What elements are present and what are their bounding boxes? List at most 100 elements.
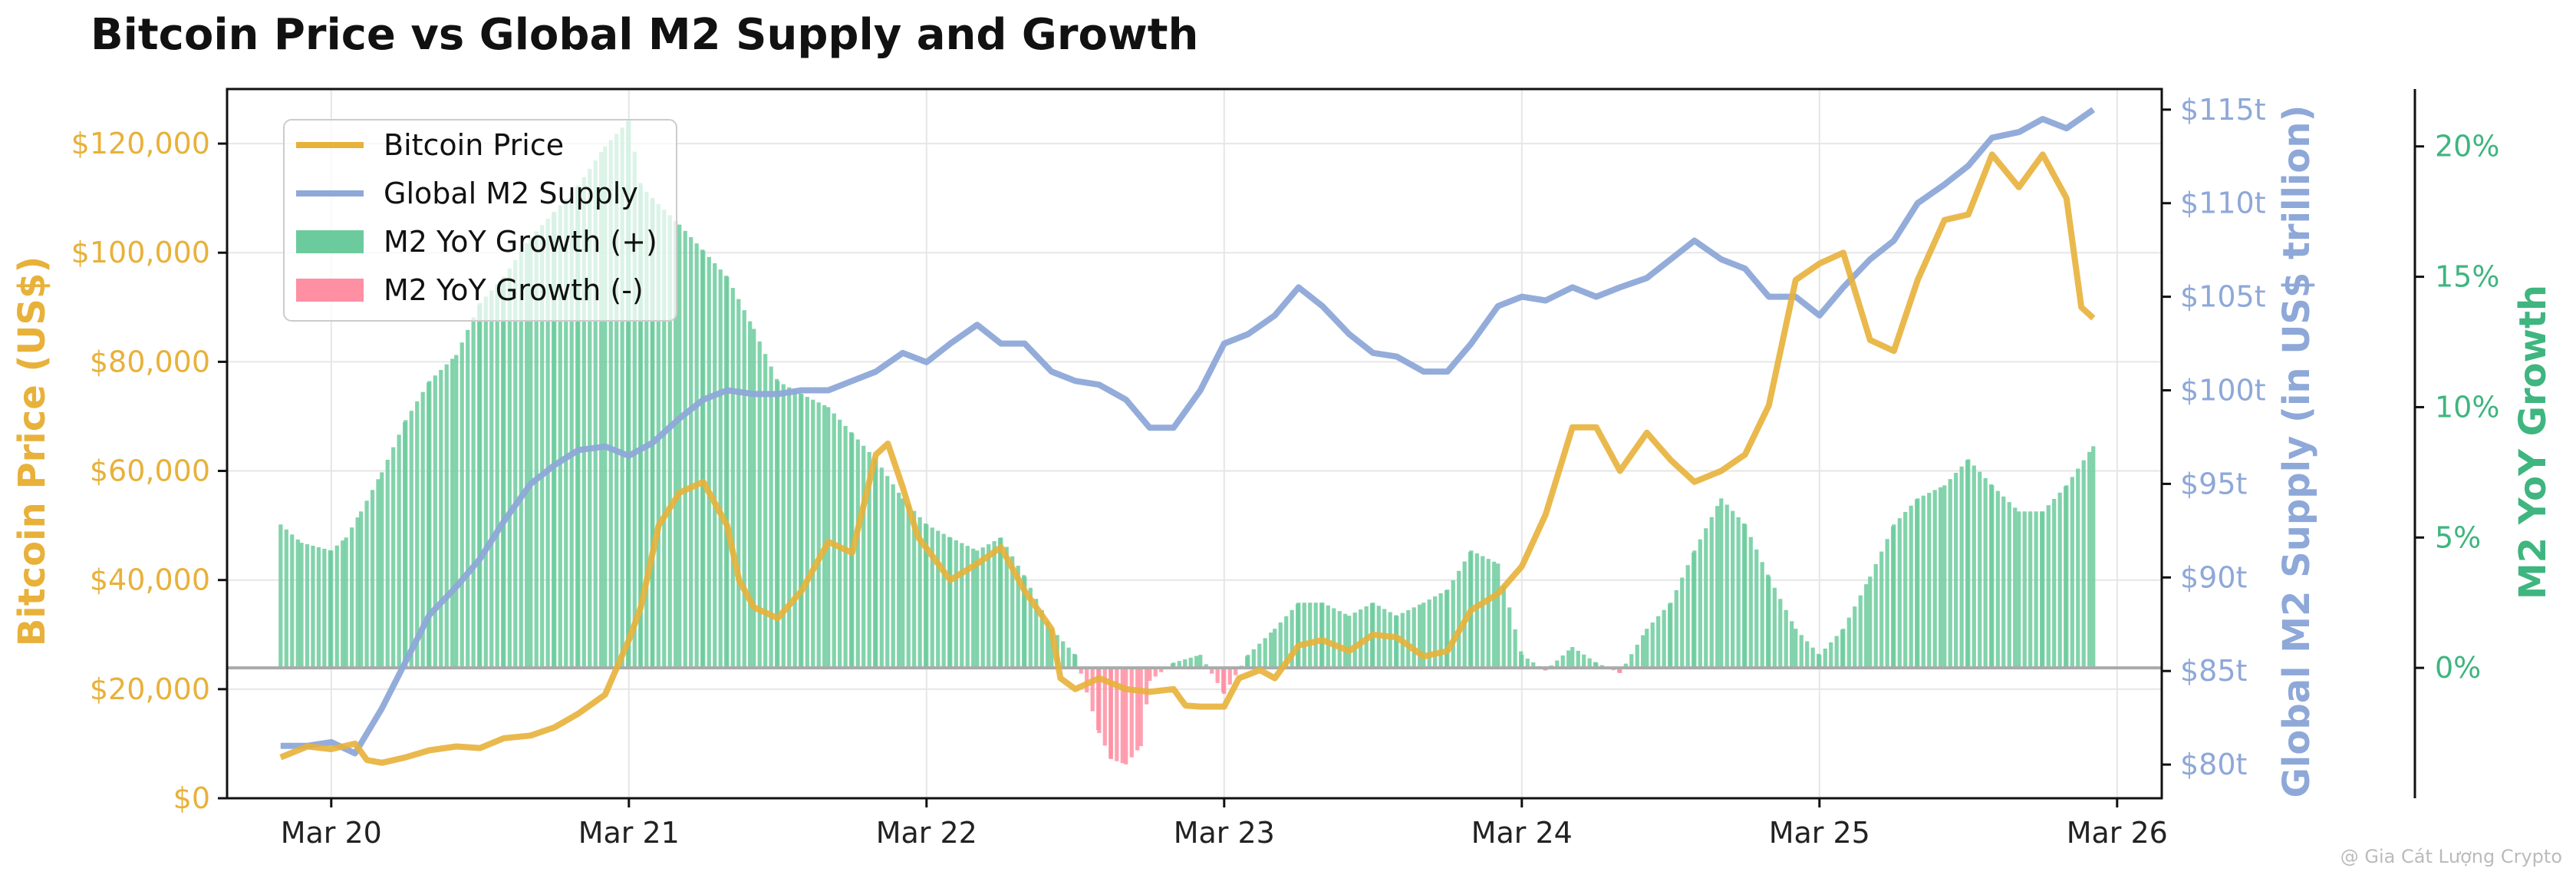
growth-bar: [1273, 629, 1277, 669]
growth-bar: [1983, 477, 1988, 669]
growth-bar: [960, 543, 964, 669]
growth-bar: [1748, 537, 1753, 669]
growth-bar: [1129, 668, 1134, 758]
growth-bar: [936, 530, 940, 669]
legend-m2-label: Global M2 Supply: [384, 177, 638, 210]
growth-bar: [1433, 596, 1438, 669]
growth-bar: [917, 517, 922, 669]
growth-bar: [391, 447, 396, 669]
growth-bar: [832, 413, 836, 669]
growth-bar: [1061, 641, 1066, 669]
growth-bar: [1954, 473, 1958, 669]
growth-bar: [1462, 561, 1467, 669]
x-tick-label: Mar 23: [1174, 816, 1275, 850]
growth-bar: [599, 152, 604, 669]
x-tick-label: Mar 21: [578, 816, 680, 850]
growth-bar: [748, 321, 753, 669]
y-tick-label-right: $105t: [2180, 280, 2266, 314]
growth-bar: [1948, 479, 1952, 669]
growth-bar: [1794, 629, 1798, 669]
y-axis-right2: 0% 5% 10% 15% 20%: [2415, 130, 2499, 685]
growth-bar: [1332, 608, 1336, 669]
growth-bar: [1359, 609, 1363, 669]
growth-bar: [569, 193, 574, 669]
growth-bar: [2017, 511, 2021, 669]
growth-bar: [1079, 668, 1083, 674]
growth-bar: [1817, 655, 1822, 669]
growth-bar: [1115, 668, 1119, 761]
growth-bar: [2091, 446, 2096, 669]
growth-bar: [736, 299, 741, 669]
growth-bar: [1269, 632, 1273, 669]
growth-bar: [284, 529, 288, 669]
growth-bar: [1641, 635, 1645, 669]
growth-bar: [316, 546, 321, 669]
growth-bar: [1085, 668, 1089, 693]
growth-bar: [1102, 668, 1107, 746]
growth-bar: [1939, 487, 1943, 669]
growth-bar: [1645, 629, 1649, 669]
growth-bar: [1966, 459, 1971, 669]
growth-bar: [2046, 505, 2051, 669]
legend-growth-neg-label: M2 YoY Growth (-): [384, 273, 644, 307]
growth-bar: [1257, 643, 1262, 669]
growth-bar: [1674, 589, 1678, 669]
growth-bar: [1704, 528, 1708, 669]
growth-bar: [439, 369, 443, 669]
growth-bar: [409, 411, 413, 669]
growth-bar: [534, 231, 539, 669]
growth-bar: [1736, 517, 1741, 669]
growth-bar: [603, 146, 608, 669]
growth-bar: [529, 237, 533, 669]
growth-bar: [1916, 498, 1920, 669]
growth-bar: [1481, 556, 1485, 669]
growth-bar: [1347, 616, 1352, 669]
growth-bar: [1263, 638, 1267, 669]
growth-bar: [466, 329, 470, 669]
growth-bar: [1680, 577, 1685, 669]
y-tick-label-right: $80t: [2180, 748, 2247, 781]
growth-bar: [2028, 511, 2033, 669]
growth-bar: [1474, 553, 1479, 669]
growth-bar: [1388, 612, 1392, 669]
growth-bar: [1587, 658, 1592, 669]
growth-bar: [1308, 603, 1313, 669]
y-axis-right-label: Global M2 Supply (in US$ trillion): [2275, 105, 2318, 798]
growth-bar: [1343, 613, 1348, 669]
growth-bar: [341, 540, 345, 669]
growth-bar: [385, 460, 390, 669]
growth-bar: [2057, 492, 2062, 669]
growth-bar: [2064, 485, 2069, 669]
growth-bar: [677, 224, 682, 669]
growth-bar: [1698, 539, 1702, 669]
growth-bar: [1892, 524, 1896, 669]
growth-bar: [460, 342, 464, 669]
growth-bar: [614, 134, 619, 669]
growth-bar: [752, 329, 756, 669]
growth-bar: [1909, 505, 1913, 669]
growth-bar: [1427, 599, 1431, 669]
growth-bar: [2041, 511, 2045, 669]
y-tick-label-left: $0: [173, 781, 210, 815]
x-tick-label: Mar 24: [1471, 816, 1573, 850]
growth-bar: [781, 384, 786, 669]
growth-bar: [1873, 563, 1878, 669]
growth-bar: [826, 407, 831, 669]
growth-bar: [1451, 579, 1455, 669]
growth-bar: [1743, 524, 1748, 669]
growth-bar: [1097, 668, 1102, 734]
growth-bar: [278, 524, 283, 669]
growth-bar: [350, 527, 354, 669]
growth-bar: [415, 401, 420, 669]
growth-bar: [1932, 490, 1937, 669]
growth-bar: [620, 127, 624, 669]
growth-bar: [1513, 629, 1517, 669]
growth-bar: [558, 205, 562, 669]
growth-bar: [1421, 603, 1426, 669]
y-tick-label-right2: 5%: [2435, 520, 2481, 554]
growth-bar: [2013, 507, 2018, 669]
legend-growth-pos-label: M2 YoY Growth (+): [384, 225, 657, 259]
growth-bar: [1864, 584, 1869, 669]
growth-bar: [2087, 451, 2092, 669]
growth-bar: [879, 467, 884, 669]
